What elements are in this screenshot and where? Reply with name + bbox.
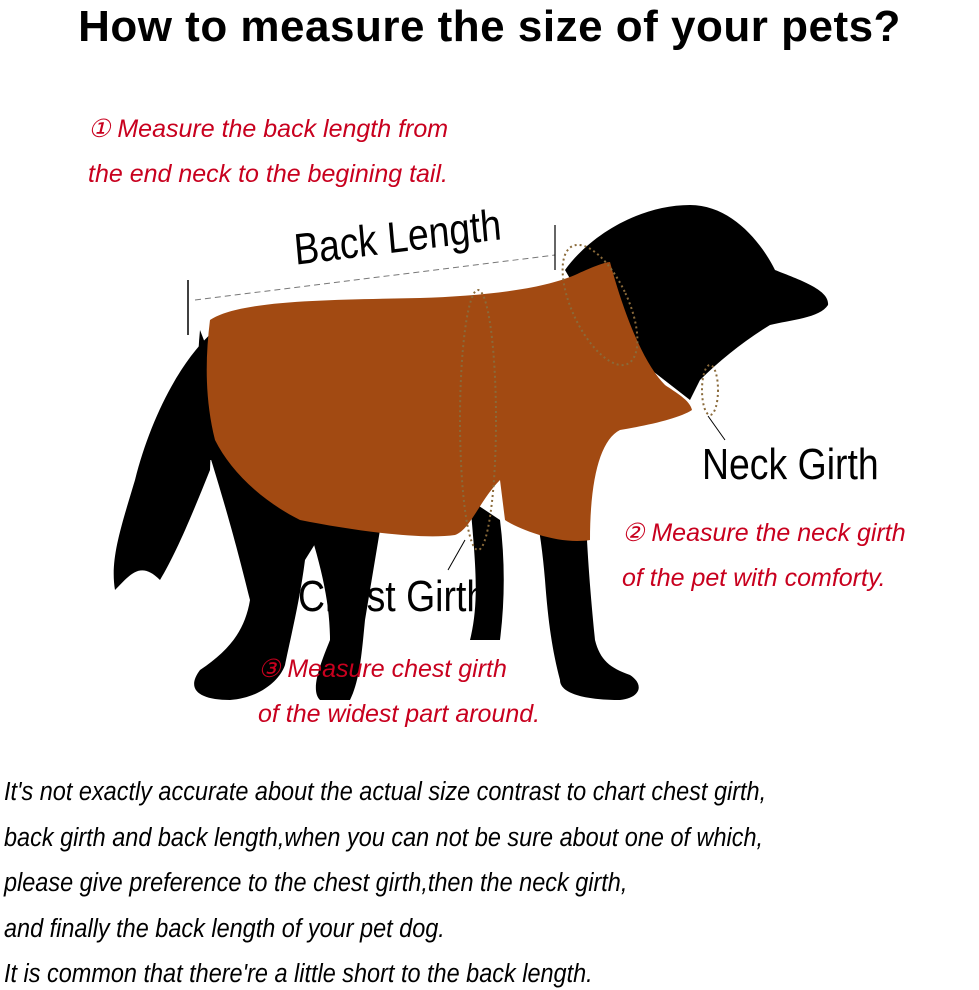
- note-line: please give preference to the chest girt…: [4, 869, 628, 897]
- note-line: It's not exactly accurate about the actu…: [4, 778, 767, 806]
- sweater: [206, 262, 692, 541]
- dog-illustration: [113, 205, 829, 700]
- instruction-line: the end neck to the begining tail.: [88, 160, 448, 188]
- chest-girth-instruction: ③ Measure chest girth of the widest part…: [258, 647, 540, 737]
- instruction-line: ③ Measure chest girth: [258, 655, 507, 683]
- page-title: How to measure the size of your pets?: [78, 2, 901, 51]
- note-line: It is common that there're a little shor…: [4, 960, 593, 988]
- sizing-notes: It's not exactly accurate about the actu…: [4, 770, 832, 990]
- neck-girth-instruction: ② Measure the neck girth of the pet with…: [622, 511, 906, 601]
- measurement-lines: [187, 225, 726, 571]
- instruction-line: ① Measure the back length from: [88, 115, 449, 143]
- neck-girth-label: Neck Girth: [702, 440, 879, 489]
- note-line: back girth and back length,when you can …: [4, 823, 764, 852]
- chest-girth-label: Chest Girth: [298, 572, 488, 621]
- back-length-instruction: ① Measure the back length from the end n…: [88, 107, 448, 197]
- instruction-line: ② Measure the neck girth: [622, 519, 906, 547]
- instruction-line: of the pet with comforty.: [622, 564, 886, 592]
- instruction-line: of the widest part around.: [258, 700, 541, 728]
- note-line: and finally the back length of your pet …: [4, 914, 445, 943]
